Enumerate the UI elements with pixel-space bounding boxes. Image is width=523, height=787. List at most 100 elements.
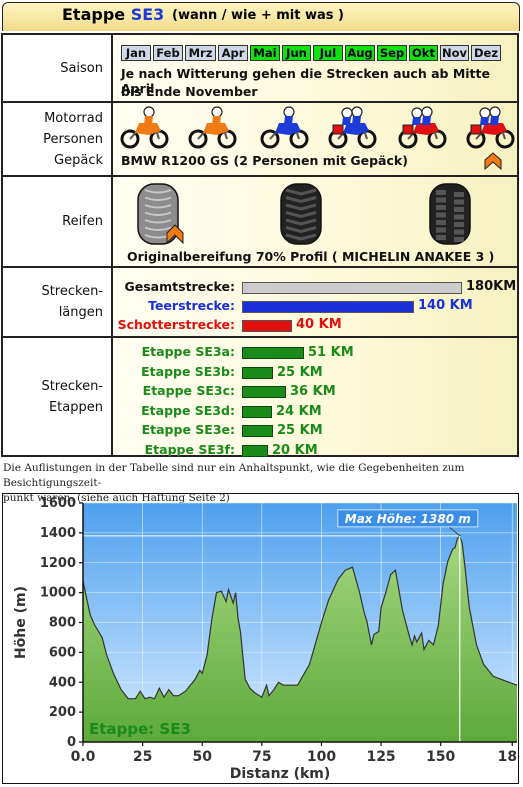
stages-cell: Etappe SE3a: 51 KM Etappe SE3b: 25 KM Etappe… bbox=[113, 338, 517, 458]
stage-bar-etappe-se3b bbox=[242, 366, 273, 379]
motorcycle-row: Motorrad Personen Gepäck BMW R1200 GS (2 P… bbox=[3, 103, 517, 177]
x-axis-label: Distanz (km) bbox=[230, 766, 331, 782]
month-jan: Jan bbox=[121, 45, 151, 61]
stage-value-etappe-se3a: 51 KM bbox=[308, 345, 354, 360]
month-sep: Sep bbox=[377, 45, 407, 61]
route-length-row: Strecken-längen Gesamtstrecke: 180KM Teers… bbox=[3, 268, 517, 338]
stages-label: Strecken- Etappen bbox=[3, 338, 113, 455]
knobby-tire-icon bbox=[429, 183, 471, 245]
stage-title-prefix: Etappe bbox=[62, 5, 126, 24]
month-dez: Dez bbox=[471, 45, 501, 61]
y-tick-label: 200 bbox=[49, 705, 76, 720]
x-tick-label: 150 bbox=[426, 749, 455, 765]
motorcycle-label-line2: Personen bbox=[43, 131, 103, 147]
stage-value-etappe-se3c: 36 KM bbox=[290, 384, 336, 399]
route-length-cell: Gesamtstrecke: 180KM Teerstrecke: 140 KM Sch… bbox=[113, 268, 517, 336]
route-length-value-schotterstrecke: 40 KM bbox=[296, 317, 342, 332]
month-feb: Feb bbox=[153, 45, 183, 61]
blue-touring-bike-icon bbox=[260, 106, 309, 149]
route-length-bar-gesamtstrecke bbox=[242, 282, 462, 294]
tire-row: Reifen Originalbereifung 70% Profil ( MI… bbox=[3, 177, 517, 268]
stage-value-etappe-se3f: 20 KM bbox=[272, 442, 318, 458]
motorcycle-label-line1: Motorrad bbox=[44, 110, 103, 126]
y-tick-label: 0 bbox=[67, 735, 76, 750]
red-touring-bike-2up-icon bbox=[466, 106, 515, 149]
disclaimer-note: Die Auflistungen in der Tabelle sind nur… bbox=[3, 461, 518, 506]
max-height-annotation: Max Höhe: 1380 m bbox=[345, 512, 471, 526]
stage-name-etappe-se3a: Etappe SE3a: bbox=[141, 344, 235, 359]
route-length-name-teerstrecke: Teerstrecke: bbox=[148, 298, 235, 313]
elevation-chart: 0 200 400 600 800 1000 1200 1400 1600 0.0 25 50 75 10… bbox=[13, 496, 523, 782]
month-jul: Jul bbox=[313, 45, 343, 61]
tire-cell: Originalbereifung 70% Profil ( MICHELIN … bbox=[113, 177, 517, 266]
route-length-bar-schotterstrecke bbox=[242, 320, 292, 332]
orange-offroad-bike-icon bbox=[188, 106, 237, 149]
season-text-line2: bis Ende November bbox=[121, 84, 258, 99]
month-nov: Nov bbox=[440, 45, 469, 61]
route-length-value-gesamtstrecke: 180KM bbox=[466, 279, 517, 294]
route-length-value-teerstrecke: 140 KM bbox=[418, 298, 473, 313]
stage-bar-etappe-se3c bbox=[242, 386, 286, 398]
x-tick-label: 25 bbox=[133, 749, 152, 765]
y-axis-label: Höhe (m) bbox=[13, 586, 29, 659]
elevation-chart-frame: 0 200 400 600 800 1000 1200 1400 1600 0.0 25 50 75 10… bbox=[2, 493, 523, 784]
elevation-area bbox=[83, 535, 517, 742]
motorcycle-caption: BMW R1200 GS (2 Personen mit Gepäck) bbox=[121, 153, 408, 168]
route-length-label: Strecken-längen bbox=[3, 268, 113, 336]
stages-label-line2: Etappen bbox=[48, 399, 103, 415]
stage-code: SE3 bbox=[130, 5, 165, 24]
stage-bar-etappe-se3e bbox=[242, 425, 273, 437]
route-length-label-line2: längen bbox=[58, 305, 103, 320]
season-row: Saison Jan Feb Mrz Apr Mai Jun Jul Aug Sep Okt Nov… bbox=[3, 35, 517, 103]
stage-name-etappe-se3d: Etappe SE3d: bbox=[141, 402, 235, 418]
stage-name-etappe-se3b: Etappe SE3b: bbox=[141, 363, 235, 379]
info-table: Saison Jan Feb Mrz Apr Mai Jun Jul Aug Sep Okt Nov… bbox=[1, 33, 519, 458]
stage-subtitle: (wann / wie + mit was ) bbox=[172, 8, 344, 23]
stages-label-line1: Strecken- bbox=[41, 378, 103, 394]
stage-name-etappe-se3c: Etappe SE3c: bbox=[142, 383, 235, 398]
x-tick-label: 125 bbox=[366, 749, 395, 765]
month-okt: Okt bbox=[409, 45, 438, 61]
selected-marker-icon bbox=[166, 224, 184, 245]
x-tick-label: 180 bbox=[498, 749, 518, 765]
elevation-line bbox=[82, 534, 518, 700]
season-cell: Jan Feb Mrz Apr Mai Jun Jul Aug Sep Okt Nov Dez Je … bbox=[113, 35, 517, 101]
stage-bar-etappe-se3f bbox=[242, 444, 268, 457]
disclaimer-line1: Die Auflistungen in der Tabelle sind nur… bbox=[3, 462, 465, 489]
motorcycle-label: Motorrad Personen Gepäck bbox=[3, 103, 113, 175]
stage-label: Etappe: SE3 bbox=[89, 720, 191, 738]
y-tick-label: 1200 bbox=[40, 556, 76, 571]
month-aug: Aug bbox=[345, 45, 375, 61]
motorcycle-cell: BMW R1200 GS (2 Personen mit Gepäck) bbox=[113, 103, 517, 175]
tire-label: Reifen bbox=[3, 177, 113, 266]
x-tick-label: 50 bbox=[192, 749, 212, 765]
stage-value-etappe-se3b: 25 KM bbox=[277, 364, 323, 380]
y-tick-label: 1600 bbox=[40, 496, 76, 511]
stage-name-etappe-se3f: Etappe SE3f: bbox=[144, 441, 235, 457]
route-length-name-gesamtstrecke: Gesamtstrecke: bbox=[124, 279, 235, 294]
red-touring-bike-luggage-icon bbox=[398, 106, 447, 149]
route-length-label-line1: Strecken- bbox=[41, 284, 103, 299]
stage-value-etappe-se3d: 24 KM bbox=[276, 403, 322, 419]
season-text-line1: Je nach Witterung gehen die Strecken auc… bbox=[121, 66, 490, 96]
y-tick-label: 600 bbox=[49, 645, 76, 660]
route-length-name-schotterstrecke: Schotterstrecke: bbox=[117, 317, 235, 332]
dual-tire-icon bbox=[280, 183, 322, 245]
stage-header bbox=[2, 2, 520, 31]
stage-value-etappe-se3e: 25 KM bbox=[277, 423, 323, 438]
road-tire-icon bbox=[137, 183, 179, 245]
x-tick-label: 100 bbox=[307, 749, 336, 765]
disclaimer-line2: punkt waren. (siehe auch Haftung Seite 2… bbox=[3, 492, 230, 504]
blue-touring-bike-luggage-icon bbox=[328, 106, 377, 149]
month-mrz: Mrz bbox=[185, 45, 216, 61]
stages-row: Strecken- Etappen Etappe SE3a: 51 KM Etappe… bbox=[3, 338, 517, 458]
y-tick-label: 1400 bbox=[40, 526, 76, 541]
selected-marker-icon bbox=[484, 152, 502, 171]
orange-offroad-bike-icon bbox=[120, 106, 169, 149]
tire-caption: Originalbereifung 70% Profil ( MICHELIN … bbox=[127, 249, 495, 264]
y-tick-label: 400 bbox=[49, 675, 76, 690]
month-apr: Apr bbox=[218, 45, 248, 61]
stage-title: Etappe SE3 bbox=[62, 5, 164, 24]
stage-name-etappe-se3e: Etappe SE3e: bbox=[141, 422, 235, 437]
stage-bar-etappe-se3a bbox=[242, 347, 304, 359]
